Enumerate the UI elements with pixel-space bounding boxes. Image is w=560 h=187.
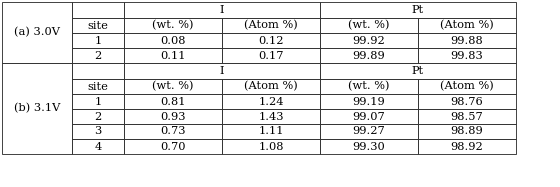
Bar [222, 109, 320, 124]
Bar [320, 63, 516, 79]
Bar [124, 124, 222, 139]
Bar [222, 124, 320, 139]
Bar [418, 48, 516, 63]
Text: 0.08: 0.08 [160, 36, 186, 45]
Text: 98.89: 98.89 [451, 126, 483, 137]
Bar [124, 94, 222, 109]
Text: (wt. %): (wt. %) [348, 81, 390, 92]
Text: I: I [220, 66, 224, 76]
Bar [124, 48, 222, 63]
Bar [418, 18, 516, 33]
Text: I: I [220, 5, 224, 15]
Bar [320, 124, 418, 139]
Bar [72, 63, 124, 79]
Bar [72, 18, 124, 33]
Text: 99.30: 99.30 [353, 142, 385, 151]
Text: (a) 3.0V: (a) 3.0V [14, 27, 60, 38]
Text: 99.27: 99.27 [353, 126, 385, 137]
Text: 3: 3 [95, 126, 101, 137]
Bar [222, 79, 320, 94]
Bar [418, 109, 516, 124]
Bar [418, 94, 516, 109]
Bar [418, 124, 516, 139]
Text: 1.24: 1.24 [258, 96, 284, 107]
Bar [124, 109, 222, 124]
Text: (Atom %): (Atom %) [440, 81, 494, 92]
Bar [72, 48, 124, 63]
Bar [124, 139, 222, 154]
Bar [320, 48, 418, 63]
Bar [320, 2, 516, 18]
Text: (b) 3.1V: (b) 3.1V [14, 103, 60, 114]
Text: 1: 1 [95, 96, 101, 107]
Text: 4: 4 [95, 142, 101, 151]
Bar [222, 33, 320, 48]
Text: 0.81: 0.81 [160, 96, 186, 107]
Text: (wt. %): (wt. %) [348, 20, 390, 31]
Bar [124, 79, 222, 94]
Text: 99.89: 99.89 [353, 50, 385, 61]
Bar [320, 139, 418, 154]
Text: (wt. %): (wt. %) [152, 20, 194, 31]
Bar [72, 33, 124, 48]
Text: 1.11: 1.11 [258, 126, 284, 137]
Bar [72, 2, 124, 18]
Text: 98.57: 98.57 [451, 111, 483, 122]
Bar [222, 139, 320, 154]
Text: 99.83: 99.83 [451, 50, 483, 61]
Text: (Atom %): (Atom %) [440, 20, 494, 31]
Text: site: site [87, 82, 109, 91]
Text: 99.07: 99.07 [353, 111, 385, 122]
Bar [124, 63, 320, 79]
Text: 99.88: 99.88 [451, 36, 483, 45]
Text: 0.70: 0.70 [160, 142, 186, 151]
Text: 1: 1 [95, 36, 101, 45]
Bar [2, 63, 72, 154]
Bar [418, 33, 516, 48]
Text: 0.93: 0.93 [160, 111, 186, 122]
Text: 2: 2 [95, 50, 101, 61]
Bar [222, 48, 320, 63]
Bar [2, 2, 72, 63]
Text: 0.12: 0.12 [258, 36, 284, 45]
Bar [418, 139, 516, 154]
Bar [320, 18, 418, 33]
Text: 0.73: 0.73 [160, 126, 186, 137]
Text: (Atom %): (Atom %) [244, 20, 298, 31]
Bar [222, 18, 320, 33]
Text: 1.08: 1.08 [258, 142, 284, 151]
Text: 99.19: 99.19 [353, 96, 385, 107]
Text: 98.92: 98.92 [451, 142, 483, 151]
Text: (wt. %): (wt. %) [152, 81, 194, 92]
Bar [124, 2, 320, 18]
Bar [320, 109, 418, 124]
Text: Pt: Pt [412, 66, 424, 76]
Text: Pt: Pt [412, 5, 424, 15]
Bar [222, 94, 320, 109]
Text: 0.17: 0.17 [258, 50, 284, 61]
Bar [72, 124, 124, 139]
Bar [320, 94, 418, 109]
Text: 99.92: 99.92 [353, 36, 385, 45]
Bar [72, 139, 124, 154]
Bar [320, 33, 418, 48]
Bar [72, 79, 124, 94]
Text: site: site [87, 21, 109, 30]
Bar [320, 79, 418, 94]
Bar [72, 94, 124, 109]
Text: 0.11: 0.11 [160, 50, 186, 61]
Text: 1.43: 1.43 [258, 111, 284, 122]
Text: (Atom %): (Atom %) [244, 81, 298, 92]
Bar [72, 109, 124, 124]
Text: 98.76: 98.76 [451, 96, 483, 107]
Bar [418, 79, 516, 94]
Bar [124, 33, 222, 48]
Text: 2: 2 [95, 111, 101, 122]
Bar [124, 18, 222, 33]
